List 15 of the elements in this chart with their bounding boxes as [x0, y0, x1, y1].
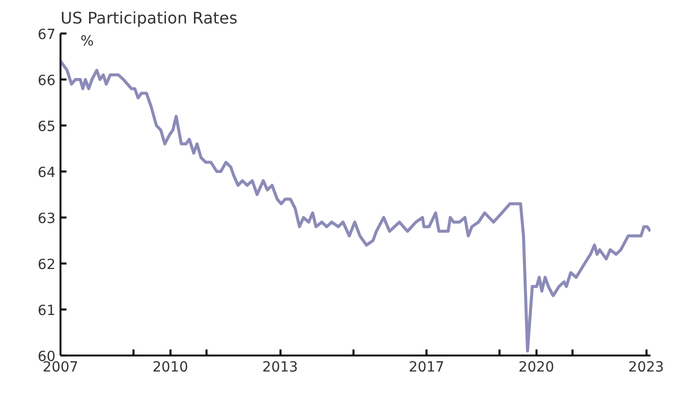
x-tick-label: 2010 — [152, 360, 188, 376]
y-tick-label: 62 — [38, 257, 56, 273]
y-tick-label: 66 — [38, 73, 56, 89]
y-tick-label: 67 — [38, 27, 56, 43]
x-tick-label: 2023 — [628, 360, 664, 376]
y-tick-label: 65 — [38, 119, 56, 135]
y-axis-title: % — [80, 34, 94, 50]
x-tick-label: 2020 — [518, 360, 554, 376]
x-tick-label: 2013 — [262, 360, 298, 376]
y-tick-label: 64 — [38, 165, 56, 181]
y-tick-label: 61 — [38, 303, 56, 319]
line-series — [60, 60, 650, 352]
chart-title: US Participation Rates — [60, 8, 238, 28]
y-tick-label: 63 — [38, 211, 56, 227]
x-tick-label: 2017 — [408, 360, 444, 376]
